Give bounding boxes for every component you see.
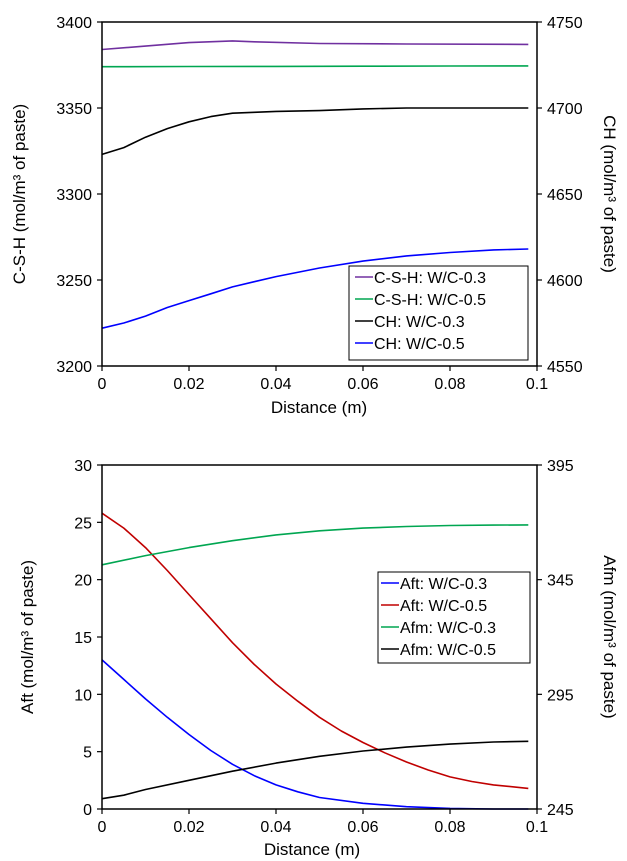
chart-top-y-right-tick-label: 4650	[547, 187, 583, 204]
chart-bottom-x-tick-label: 0.06	[347, 819, 378, 836]
chart-top-y-right-tick-label: 4600	[547, 273, 583, 290]
chart-bottom-series	[101, 512, 529, 810]
chart-bottom-series-line-4	[101, 740, 529, 800]
chart-top-legend: C-S-H: W/C-0.3 C-S-H: W/C-0.5 CH: W/C-0.3 C…	[348, 265, 529, 361]
chart-bottom-legend-label-3: Afm: W/C-0.3	[400, 620, 496, 637]
chart-top-series-line-2	[101, 65, 529, 68]
chart-bottom-ticks: 0 0.02 0.04 0.06 0.08 0.1 0 5 10 15 20 25 30 245 295 34…	[74, 458, 574, 836]
chart-top-ticks: 0 0.02 0.04 0.06 0.08 0.1 3200 3250 3300 3350 3400…	[56, 15, 582, 393]
chart-bottom-legend-box	[377, 571, 531, 664]
chart-bottom-x-tick-label: 0.02	[173, 819, 204, 836]
chart-bottom-legend-label-1: Aft: W/C-0.3	[400, 576, 487, 593]
chart-bottom-x-tick-label: 0.08	[434, 819, 465, 836]
chart-bottom-y-left-tick-label: 5	[83, 745, 92, 762]
chart-top-series	[101, 40, 529, 329]
chart-bottom-y-left-tick-label: 25	[74, 515, 92, 532]
chart-top-y-left-tick-label: 3400	[56, 15, 92, 32]
chart-bottom-y-left-label: Aft (mol/m³ of paste)	[18, 560, 37, 714]
chart-bottom-series-line-2	[101, 512, 529, 790]
chart-top-series-line-3	[101, 107, 529, 156]
chart-top-legend-label-3: CH: W/C-0.3	[374, 314, 465, 331]
chart-bottom-x-axis-label: Distance (m)	[264, 840, 360, 859]
chart-top-series-line-4	[101, 248, 529, 329]
chart-top-y-right-tick-label: 4750	[547, 15, 583, 32]
chart-top-series-line-1	[101, 40, 529, 51]
chart-bottom-series-line-3	[101, 524, 529, 566]
chart-bottom-x-tick-label: 0.1	[526, 819, 548, 836]
chart-bottom-y-left-tick-label: 20	[74, 573, 92, 590]
chart-top-x-tick-label: 0	[98, 376, 107, 393]
chart-top-y-left-tick-label: 3250	[56, 273, 92, 290]
chart-bottom-series-line-1	[101, 659, 529, 810]
chart-bottom-legend-label-4: Afm: W/C-0.5	[400, 642, 496, 659]
chart-top-y-right-label: CH (mol/m³ of paste)	[600, 115, 619, 273]
chart-bottom-y-right-tick-label: 395	[547, 458, 574, 475]
chart-top-x-tick-label: 0.06	[347, 376, 378, 393]
chart-top-x-axis-label: Distance (m)	[271, 398, 367, 417]
chart-bottom: 0 0.02 0.04 0.06 0.08 0.1 0 5 10 15 20 25 30 245 295 34…	[18, 458, 619, 859]
chart-bottom-x-tick-label: 0.04	[260, 819, 291, 836]
chart-bottom-y-right-tick-label: 295	[547, 687, 574, 704]
chart-top-x-tick-label: 0.1	[526, 376, 548, 393]
chart-bottom-y-left-tick-label: 30	[74, 458, 92, 475]
chart-top-y-left-label: C-S-H (mol/m³ of paste)	[10, 104, 29, 284]
chart-top-x-tick-label: 0.02	[173, 376, 204, 393]
chart-top: 0 0.02 0.04 0.06 0.08 0.1 3200 3250 3300 3350 3400…	[10, 15, 619, 417]
chart-bottom-y-right-tick-label: 245	[547, 802, 574, 819]
chart-bottom-y-left-tick-label: 0	[83, 802, 92, 819]
chart-bottom-legend: Aft: W/C-0.3 Aft: W/C-0.5 Afm: W/C-0.3 Afm:…	[377, 571, 531, 664]
chart-top-y-left-tick-label: 3200	[56, 359, 92, 376]
chart-top-y-right-tick-label: 4700	[547, 101, 583, 118]
chart-bottom-y-right-label: Afm (mol/m³ of paste)	[600, 555, 619, 718]
chart-top-y-right-tick-label: 4550	[547, 359, 583, 376]
chart-top-legend-label-2: C-S-H: W/C-0.5	[374, 292, 486, 309]
chart-bottom-legend-label-2: Aft: W/C-0.5	[400, 598, 487, 615]
chart-bottom-y-left-tick-label: 15	[74, 630, 92, 647]
chart-bottom-x-tick-label: 0	[98, 819, 107, 836]
chart-top-y-left-tick-label: 3300	[56, 187, 92, 204]
chart-top-legend-box	[348, 265, 529, 361]
chart-top-x-tick-label: 0.08	[434, 376, 465, 393]
chart-top-y-left-tick-label: 3350	[56, 101, 92, 118]
chart-top-legend-label-1: C-S-H: W/C-0.3	[374, 270, 486, 287]
chart-bottom-y-right-tick-label: 345	[547, 573, 574, 590]
chart-top-x-tick-label: 0.04	[260, 376, 291, 393]
chart-bottom-y-left-tick-label: 10	[74, 687, 92, 704]
chart-top-legend-label-4: CH: W/C-0.5	[374, 336, 465, 353]
